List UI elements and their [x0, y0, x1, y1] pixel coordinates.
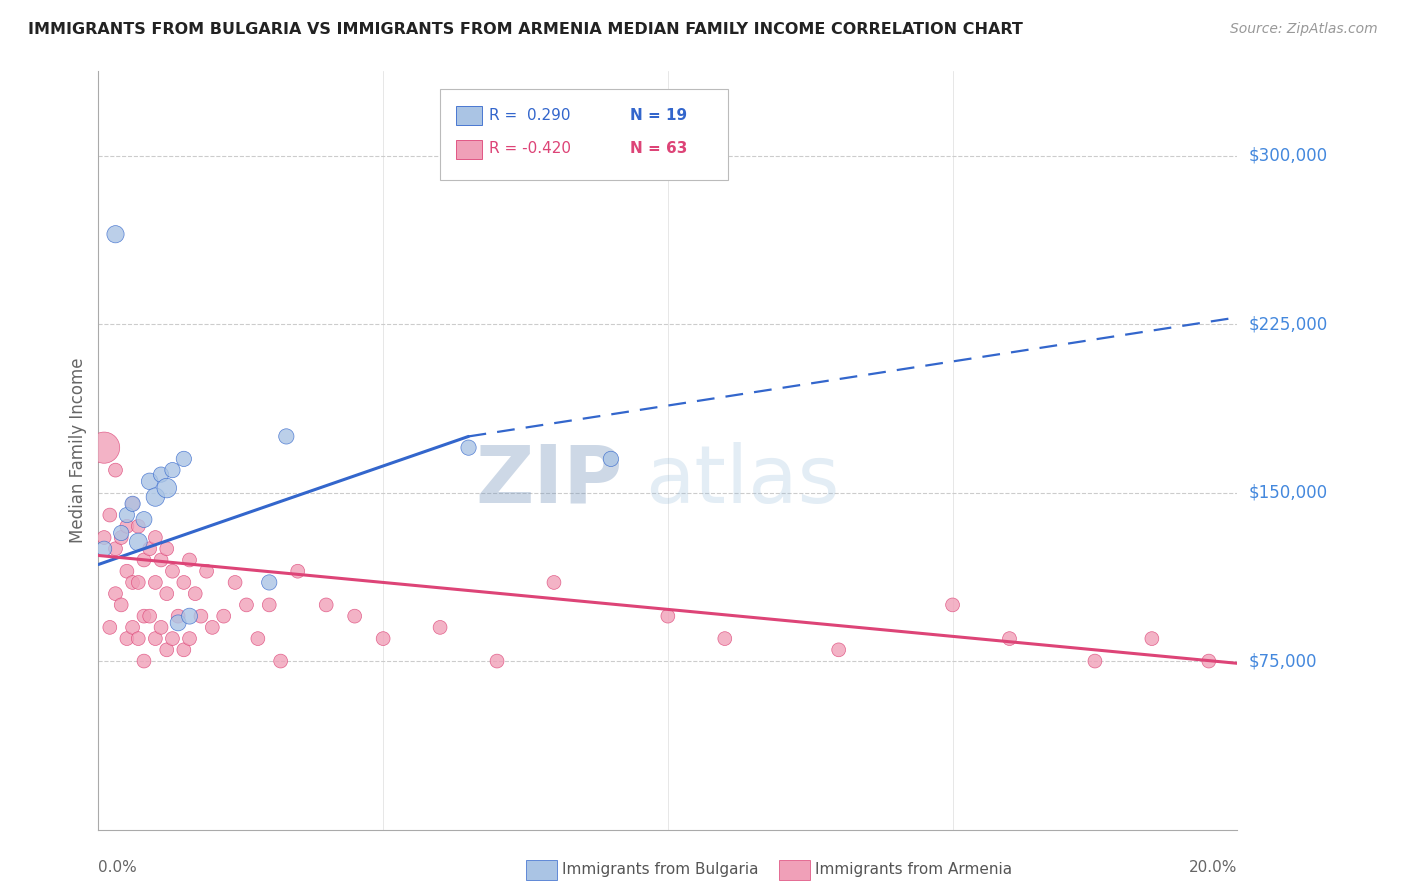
Point [543, 575, 565, 590]
Text: Immigrants from Bulgaria: Immigrants from Bulgaria [562, 863, 759, 877]
Point [167, 615, 190, 630]
Point [132, 609, 155, 624]
Point [132, 654, 155, 668]
Point [121, 497, 143, 511]
Point [138, 609, 160, 624]
Point [212, 609, 235, 624]
Text: N = 19: N = 19 [630, 108, 688, 122]
Point [457, 441, 479, 455]
Point [173, 451, 195, 466]
Point [179, 553, 201, 567]
Text: 20.0%: 20.0% [1189, 860, 1237, 875]
Point [184, 587, 207, 601]
Point [150, 467, 173, 482]
Point [167, 609, 190, 624]
Text: $225,000: $225,000 [1249, 315, 1327, 333]
Point [276, 429, 298, 443]
Y-axis label: Median Family Income: Median Family Income [69, 358, 87, 543]
Point [179, 632, 201, 646]
Point [235, 598, 257, 612]
Text: N = 63: N = 63 [630, 142, 688, 156]
Point [224, 575, 246, 590]
Point [828, 643, 851, 657]
Point [93, 531, 115, 545]
Point [145, 575, 167, 590]
Point [998, 632, 1021, 646]
Point [145, 632, 167, 646]
Point [127, 535, 149, 549]
Text: ZIP: ZIP [475, 442, 623, 520]
Point [138, 541, 160, 556]
Point [145, 490, 167, 504]
Text: $150,000: $150,000 [1249, 483, 1327, 501]
Text: atlas: atlas [645, 442, 839, 520]
Point [657, 609, 679, 624]
Point [98, 620, 121, 634]
Point [246, 632, 269, 646]
Point [162, 632, 184, 646]
Point [115, 564, 138, 578]
Text: IMMIGRANTS FROM BULGARIA VS IMMIGRANTS FROM ARMENIA MEDIAN FAMILY INCOME CORRELA: IMMIGRANTS FROM BULGARIA VS IMMIGRANTS F… [28, 22, 1024, 37]
Point [93, 441, 115, 455]
Text: Source: ZipAtlas.com: Source: ZipAtlas.com [1230, 22, 1378, 37]
Text: Immigrants from Armenia: Immigrants from Armenia [815, 863, 1012, 877]
Point [942, 598, 965, 612]
Point [270, 654, 292, 668]
Point [486, 654, 509, 668]
Point [1198, 654, 1220, 668]
Point [110, 531, 132, 545]
Point [179, 609, 201, 624]
Point [121, 575, 143, 590]
Point [138, 475, 160, 489]
Point [104, 227, 127, 242]
Point [104, 541, 127, 556]
Point [195, 564, 218, 578]
Point [121, 620, 143, 634]
Point [93, 541, 115, 556]
Point [127, 519, 149, 533]
Point [132, 512, 155, 526]
Point [132, 553, 155, 567]
Text: R =  0.290: R = 0.290 [489, 108, 571, 122]
Point [373, 632, 395, 646]
Point [98, 508, 121, 522]
Point [343, 609, 366, 624]
Point [115, 519, 138, 533]
Point [259, 598, 281, 612]
Point [110, 598, 132, 612]
Point [714, 632, 737, 646]
Point [145, 531, 167, 545]
Text: 0.0%: 0.0% [98, 860, 138, 875]
Point [115, 508, 138, 522]
Point [127, 575, 149, 590]
Point [190, 609, 212, 624]
Point [173, 575, 195, 590]
Point [110, 526, 132, 541]
Point [121, 497, 143, 511]
Text: $75,000: $75,000 [1249, 652, 1317, 670]
Point [150, 620, 173, 634]
Point [315, 598, 337, 612]
Point [156, 481, 179, 495]
Point [156, 541, 179, 556]
Point [162, 564, 184, 578]
Point [429, 620, 451, 634]
Point [1140, 632, 1163, 646]
Point [150, 553, 173, 567]
Point [156, 643, 179, 657]
Point [104, 587, 127, 601]
Point [127, 632, 149, 646]
Point [162, 463, 184, 477]
Text: $300,000: $300,000 [1249, 146, 1327, 165]
Point [1084, 654, 1107, 668]
Text: R = -0.420: R = -0.420 [489, 142, 571, 156]
Point [115, 632, 138, 646]
Point [104, 463, 127, 477]
Point [173, 643, 195, 657]
Point [600, 451, 623, 466]
Point [287, 564, 309, 578]
Point [259, 575, 281, 590]
Point [156, 587, 179, 601]
Point [201, 620, 224, 634]
